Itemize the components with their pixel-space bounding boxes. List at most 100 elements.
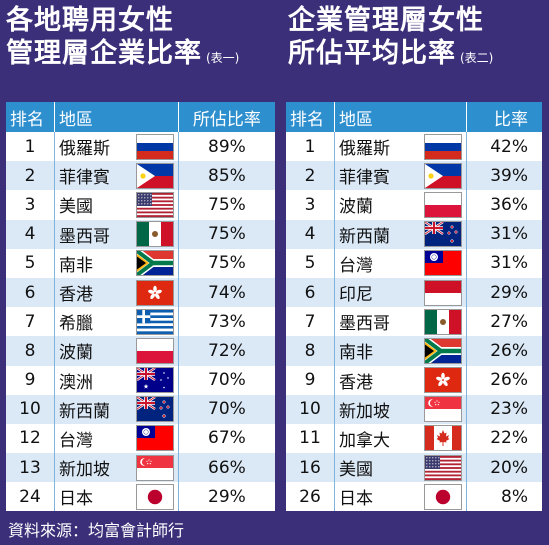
source-note: 資料來源：均富會計師行 xyxy=(8,521,185,540)
table-row: 13 新加坡 66% xyxy=(6,453,275,483)
region-name: 香港 xyxy=(59,285,93,306)
region-name: 南非 xyxy=(339,343,373,364)
hong-kong-flag-icon xyxy=(135,279,174,306)
table-row: 1 俄羅斯 42% xyxy=(286,132,542,162)
poland-flag-icon xyxy=(423,191,462,218)
philippines-flag-icon xyxy=(423,162,462,189)
rank-cell: 8 xyxy=(6,336,55,366)
ratio-cell: 42% xyxy=(466,132,542,162)
ratio-cell: 23% xyxy=(466,394,542,424)
rank-cell: 9 xyxy=(286,365,335,395)
column-header: 地區 xyxy=(54,102,179,132)
region-name: 墨西哥 xyxy=(59,226,110,247)
rank-cell: 10 xyxy=(286,394,335,424)
table-row: 26 日本 8% xyxy=(286,482,542,512)
ratio-cell: 22% xyxy=(466,423,542,454)
region-name: 菲律賓 xyxy=(339,168,390,189)
russia-flag-icon xyxy=(135,133,174,160)
region-name: 台灣 xyxy=(59,430,93,451)
rank-cell: 2 xyxy=(286,161,335,191)
rank-cell: 1 xyxy=(6,132,55,162)
region-name: 澳洲 xyxy=(59,372,93,393)
canada-flag-icon xyxy=(423,425,462,452)
ratio-cell: 66% xyxy=(178,453,275,483)
singapore-flag-icon xyxy=(135,454,174,481)
ratio-cell: 75% xyxy=(178,190,275,220)
right-ranking-table: 排名 地區 比率 1 俄羅斯 42% 2 菲律賓 39% 3 波蘭 36% 4 新西蘭 31% 5 台灣 31%… xyxy=(286,102,542,512)
region-cell: 日本 xyxy=(54,482,179,512)
region-name: 菲律賓 xyxy=(59,168,110,189)
region-cell: 新西蘭 xyxy=(334,219,467,249)
region-cell: 菲律賓 xyxy=(334,161,467,191)
table-row: 7 希臘 73% xyxy=(6,307,275,337)
column-header: 比率 xyxy=(466,102,542,132)
table-row: 5 南非 75% xyxy=(6,248,275,278)
region-name: 南非 xyxy=(59,255,93,276)
table-row: 10 新加坡 23% xyxy=(286,394,542,424)
rank-cell: 11 xyxy=(286,423,335,454)
region-cell: 波蘭 xyxy=(54,336,179,366)
south-africa-flag-icon xyxy=(135,250,174,277)
region-cell: 美國 xyxy=(334,453,467,483)
table-row: 3 美國 75% xyxy=(6,190,275,220)
rank-cell: 3 xyxy=(286,190,335,220)
region-name: 台灣 xyxy=(339,255,373,276)
table-header-row: 排名 地區 比率 xyxy=(286,102,542,132)
ratio-cell: 85% xyxy=(178,161,275,191)
region-name: 俄羅斯 xyxy=(339,139,390,160)
new-zealand-flag-icon xyxy=(135,396,174,423)
rank-cell: 5 xyxy=(6,248,55,278)
rank-cell: 12 xyxy=(6,423,55,454)
greece-flag-icon xyxy=(135,308,174,335)
table-row: 8 南非 26% xyxy=(286,336,542,366)
region-cell: 美國 xyxy=(54,190,179,220)
rank-cell: 26 xyxy=(286,482,335,512)
table-row: 6 香港 74% xyxy=(6,277,275,308)
column-header: 地區 xyxy=(334,102,467,132)
region-cell: 墨西哥 xyxy=(54,219,179,249)
region-cell: 香港 xyxy=(334,365,467,395)
rank-cell: 9 xyxy=(6,365,55,395)
region-name: 新西蘭 xyxy=(339,226,390,247)
region-cell: 台灣 xyxy=(54,423,179,454)
ratio-cell: 75% xyxy=(178,219,275,249)
column-header: 排名 xyxy=(6,102,55,132)
region-cell: 澳洲 xyxy=(54,365,179,395)
ratio-cell: 39% xyxy=(466,161,542,191)
mexico-flag-icon xyxy=(135,221,174,248)
region-cell: 南非 xyxy=(54,248,179,278)
column-header: 排名 xyxy=(286,102,335,132)
region-name: 印尼 xyxy=(339,285,373,306)
region-cell: 香港 xyxy=(54,277,179,308)
taiwan-flag-icon xyxy=(135,425,174,452)
ratio-cell: 67% xyxy=(178,423,275,454)
right-title-sub: (表二) xyxy=(460,51,494,65)
region-name: 美國 xyxy=(339,460,373,481)
rank-cell: 10 xyxy=(6,394,55,424)
ratio-cell: 31% xyxy=(466,219,542,249)
region-name: 波蘭 xyxy=(339,197,373,218)
region-name: 加拿大 xyxy=(339,430,390,451)
rank-cell: 3 xyxy=(6,190,55,220)
table-row: 12 台灣 67% xyxy=(6,423,275,454)
rank-cell: 6 xyxy=(286,277,335,308)
region-cell: 俄羅斯 xyxy=(334,132,467,162)
region-name: 希臘 xyxy=(59,314,93,335)
region-name: 日本 xyxy=(339,489,373,510)
south-africa-flag-icon xyxy=(423,337,462,364)
left-title-sub: (表一) xyxy=(206,51,240,65)
ratio-cell: 26% xyxy=(466,365,542,395)
region-cell: 新加坡 xyxy=(54,453,179,483)
table-row: 9 香港 26% xyxy=(286,365,542,395)
japan-flag-icon xyxy=(423,483,462,510)
rank-cell: 7 xyxy=(6,307,55,337)
philippines-flag-icon xyxy=(135,162,174,189)
region-name: 新西蘭 xyxy=(59,401,110,422)
table-row: 10 新西蘭 70% xyxy=(6,394,275,424)
left-panel-title: 各地聘用女性 管理層企業比率 (表一) xyxy=(6,4,239,75)
right-title-line1: 企業管理層女性 xyxy=(288,5,484,36)
rank-cell: 4 xyxy=(286,219,335,249)
table-header-row: 排名 地區 所佔比率 xyxy=(6,102,275,132)
table-row: 16 美國 20% xyxy=(286,453,542,483)
region-cell: 台灣 xyxy=(334,248,467,278)
